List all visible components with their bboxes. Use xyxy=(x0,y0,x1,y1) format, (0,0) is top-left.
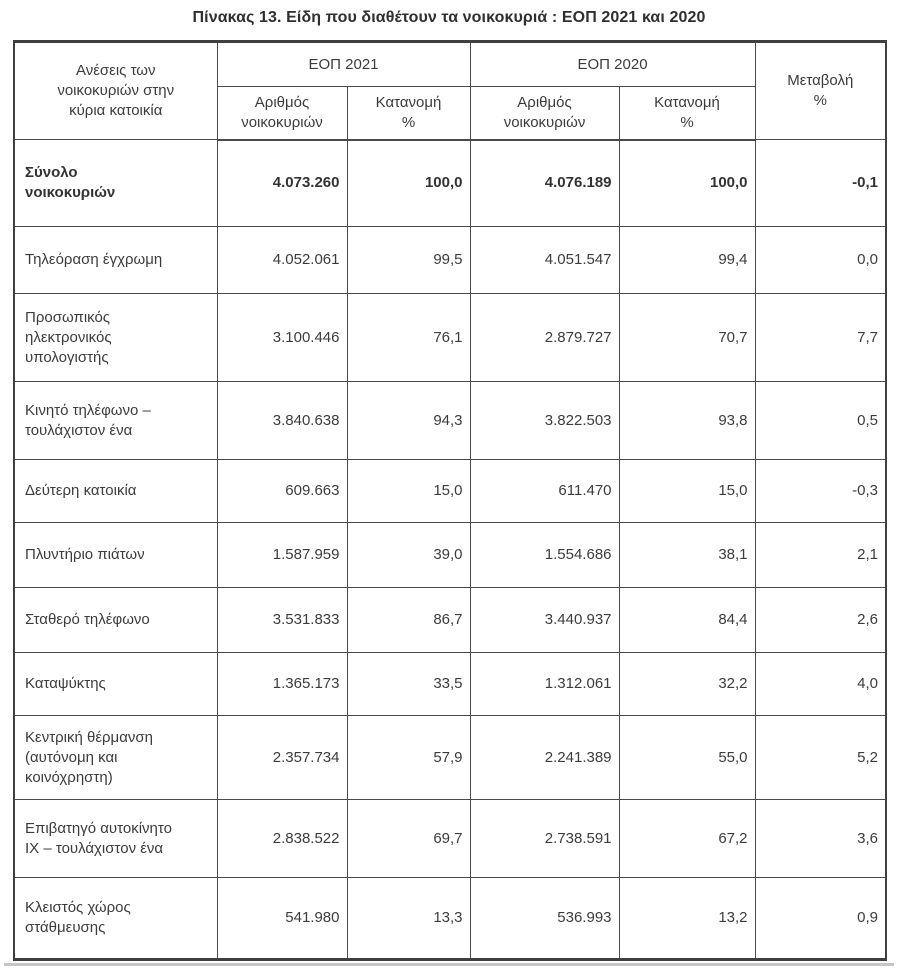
households-2021-value: 3.531.833 xyxy=(216,587,348,653)
households-2020-value: 2.738.591 xyxy=(469,799,620,878)
table-row: Κλειστός χώρος στάθμευσης 541.980 13,3 5… xyxy=(13,877,887,961)
distribution-2021-value: 100,0 xyxy=(346,139,471,227)
households-2021-value: 3.100.446 xyxy=(216,293,348,382)
distribution-2021-value: 86,7 xyxy=(346,587,471,653)
row-label: Επιβατηγό αυτοκίνητο ΙΧ – τουλάχιστον έν… xyxy=(13,799,218,878)
change-value: 2,1 xyxy=(754,522,887,588)
row-label: Κινητό τηλέφωνο – τουλάχιστον ένα xyxy=(13,381,218,460)
table-row: Κινητό τηλέφωνο – τουλάχιστον ένα 3.840.… xyxy=(13,381,887,460)
row-label: Κεντρική θέρμανση (αυτόνομη και κοινόχρη… xyxy=(13,715,218,800)
table-row: Καταψύκτης 1.365.173 33,5 1.312.061 32,2… xyxy=(13,652,887,716)
change-value: -0,1 xyxy=(754,139,887,227)
table-row: Πλυντήριο πιάτων 1.587.959 39,0 1.554.68… xyxy=(13,522,887,588)
table-row: Επιβατηγό αυτοκίνητο ΙΧ – τουλάχιστον έν… xyxy=(13,799,887,878)
table-row-total: Σύνολο νοικοκυριών 4.073.260 100,0 4.076… xyxy=(13,139,887,227)
household-amenities-table: Ανέσεις των νοικοκυριών στην κύρια κατοι… xyxy=(13,40,888,961)
change-value: 3,6 xyxy=(754,799,887,878)
distribution-2020-value: 15,0 xyxy=(618,459,756,523)
change-value: -0,3 xyxy=(754,459,887,523)
households-2021-value: 3.840.638 xyxy=(216,381,348,460)
row-label: Δεύτερη κατοικία xyxy=(13,459,218,523)
distribution-2020-value: 93,8 xyxy=(618,381,756,460)
change-value: 2,6 xyxy=(754,587,887,653)
households-2020-value: 3.822.503 xyxy=(469,381,620,460)
distribution-2020-value: 67,2 xyxy=(618,799,756,878)
table-row: Σταθερό τηλέφωνο 3.531.833 86,7 3.440.93… xyxy=(13,587,887,653)
households-2020-value: 1.554.686 xyxy=(469,522,620,588)
table-row: Προσωπικός ηλεκτρονικός υπολογιστής 3.10… xyxy=(13,293,887,382)
households-2020-value: 2.241.389 xyxy=(469,715,620,800)
households-2021-value: 1.587.959 xyxy=(216,522,348,588)
households-2020-value: 536.993 xyxy=(469,877,620,961)
distribution-2021-value: 94,3 xyxy=(346,381,471,460)
column-header-amenities: Ανέσεις των νοικοκυριών στην κύρια κατοι… xyxy=(13,40,218,140)
distribution-2020-value: 100,0 xyxy=(618,139,756,227)
change-value: 0,0 xyxy=(754,226,887,294)
row-label: Πλυντήριο πιάτων xyxy=(13,522,218,588)
distribution-2021-value: 15,0 xyxy=(346,459,471,523)
households-2020-value: 4.051.547 xyxy=(469,226,620,294)
distribution-2020-value: 84,4 xyxy=(618,587,756,653)
distribution-2020-value: 55,0 xyxy=(618,715,756,800)
table-title: Πίνακας 13. Είδη που διαθέτουν τα νοικοκ… xyxy=(192,9,706,26)
households-2020-value: 1.312.061 xyxy=(469,652,620,716)
row-label: Σταθερό τηλέφωνο xyxy=(13,587,218,653)
households-2021-value: 541.980 xyxy=(216,877,348,961)
page-bottom-divider xyxy=(4,963,894,966)
header-sub-row: Αριθμός νοικοκυριών Κατανομή % Αριθμός ν… xyxy=(14,86,886,141)
row-label: Κλειστός χώρος στάθμευσης xyxy=(13,877,218,961)
households-2021-value: 609.663 xyxy=(216,459,348,523)
column-group-eop-2020: ΕΟΠ 2020 xyxy=(469,40,756,87)
distribution-2021-value: 57,9 xyxy=(346,715,471,800)
households-2021-value: 1.365.173 xyxy=(216,652,348,716)
households-2020-value: 3.440.937 xyxy=(469,587,620,653)
households-2021-value: 4.052.061 xyxy=(216,226,348,294)
row-label: Προσωπικός ηλεκτρονικός υπολογιστής xyxy=(13,293,218,382)
distribution-2021-value: 69,7 xyxy=(346,799,471,878)
distribution-2020-value: 38,1 xyxy=(618,522,756,588)
households-2020-value: 611.470 xyxy=(469,459,620,523)
row-label: Τηλεόραση έγχρωμη xyxy=(13,226,218,294)
row-label: Σύνολο νοικοκυριών xyxy=(13,139,218,227)
change-value: 7,7 xyxy=(754,293,887,382)
households-2021-value: 2.357.734 xyxy=(216,715,348,800)
change-value: 4,0 xyxy=(754,652,887,716)
table-row: Κεντρική θέρμανση (αυτόνομη και κοινόχρη… xyxy=(13,715,887,800)
distribution-2020-value: 70,7 xyxy=(618,293,756,382)
column-header-change: Μεταβολή % xyxy=(754,40,887,140)
distribution-2020-value: 13,2 xyxy=(618,877,756,961)
households-2021-value: 2.838.522 xyxy=(216,799,348,878)
distribution-2021-value: 13,3 xyxy=(346,877,471,961)
column-header-households-2021: Αριθμός νοικοκυριών xyxy=(216,86,348,141)
households-2021-value: 4.073.260 xyxy=(216,139,348,227)
column-header-distribution-2021: Κατανομή % xyxy=(346,86,471,141)
distribution-2021-value: 76,1 xyxy=(346,293,471,382)
distribution-2021-value: 33,5 xyxy=(346,652,471,716)
header-group-row: Ανέσεις των νοικοκυριών στην κύρια κατοι… xyxy=(13,40,887,140)
households-2020-value: 4.076.189 xyxy=(469,139,620,227)
column-header-distribution-2020: Κατανομή % xyxy=(618,86,756,141)
table-row: Τηλεόραση έγχρωμη 4.052.061 99,5 4.051.5… xyxy=(13,226,887,294)
row-label: Καταψύκτης xyxy=(13,652,218,716)
change-value: 0,5 xyxy=(754,381,887,460)
table-row: Δεύτερη κατοικία 609.663 15,0 611.470 15… xyxy=(13,459,887,523)
distribution-2021-value: 99,5 xyxy=(346,226,471,294)
change-value: 0,9 xyxy=(754,877,887,961)
households-2020-value: 2.879.727 xyxy=(469,293,620,382)
distribution-2020-value: 32,2 xyxy=(618,652,756,716)
column-header-households-2020: Αριθμός νοικοκυριών xyxy=(469,86,620,141)
column-group-eop-2021: ΕΟΠ 2021 xyxy=(216,40,471,87)
distribution-2021-value: 39,0 xyxy=(346,522,471,588)
distribution-2020-value: 99,4 xyxy=(618,226,756,294)
change-value: 5,2 xyxy=(754,715,887,800)
